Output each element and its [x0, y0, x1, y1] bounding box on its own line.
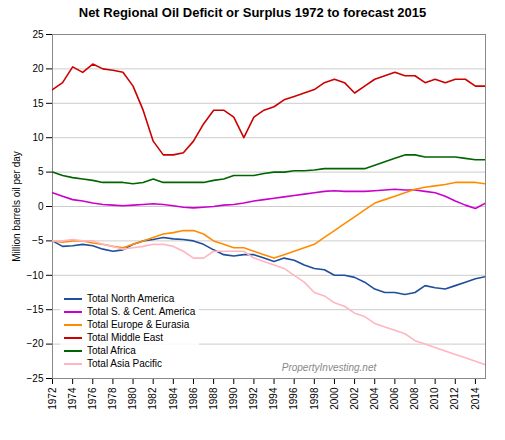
svg-text:1998: 1998 — [309, 387, 320, 410]
svg-text:2010: 2010 — [429, 387, 440, 410]
svg-text:1986: 1986 — [188, 387, 199, 410]
svg-text:−10: −10 — [27, 270, 44, 281]
html-text:Net Regional Oil Deficit or Su: Net Regional Oil Deficit or Surplus 1972… — [78, 5, 427, 20]
svg-text:2014: 2014 — [470, 387, 481, 410]
svg-text:1984: 1984 — [168, 387, 179, 410]
html-text:Total Middle East: Total Middle East — [87, 332, 164, 343]
svg-text:20: 20 — [32, 63, 44, 74]
svg-text:2002: 2002 — [349, 387, 360, 410]
svg-text:1980: 1980 — [127, 387, 138, 410]
svg-text:1978: 1978 — [107, 387, 118, 410]
svg-text:2012: 2012 — [449, 387, 460, 410]
svg-text:1972: 1972 — [47, 387, 58, 410]
svg-text:−15: −15 — [27, 304, 44, 315]
svg-text:25: 25 — [32, 29, 44, 40]
svg-text:−20: −20 — [27, 338, 44, 349]
svg-text:2000: 2000 — [329, 387, 340, 410]
svg-text:−5: −5 — [32, 235, 44, 246]
svg-text:1992: 1992 — [248, 387, 259, 410]
svg-text:1974: 1974 — [67, 387, 78, 410]
svg-text:10: 10 — [32, 132, 44, 143]
svg-text:5: 5 — [38, 166, 44, 177]
html-text:Total Europe & Eurasia: Total Europe & Eurasia — [87, 319, 190, 330]
svg-text:2006: 2006 — [389, 387, 400, 410]
svg-text:1994: 1994 — [268, 387, 279, 410]
svg-text:1988: 1988 — [208, 387, 219, 410]
svg-text:2004: 2004 — [369, 387, 380, 410]
svg-text:0: 0 — [38, 201, 44, 212]
svg-text:−25: −25 — [27, 373, 44, 384]
html-text:Total Africa: Total Africa — [87, 345, 136, 356]
html-text:Total North America: Total North America — [87, 293, 175, 304]
svg-text:15: 15 — [32, 98, 44, 109]
html-text:Total S. & Cent. America: Total S. & Cent. America — [87, 306, 196, 317]
svg-text:Million barrels oil per day: Million barrels oil per day — [11, 151, 22, 262]
svg-text:1982: 1982 — [147, 387, 158, 410]
svg-text:1996: 1996 — [288, 387, 299, 410]
svg-text:PropertyInvesting.net: PropertyInvesting.net — [282, 362, 378, 373]
svg-text:1976: 1976 — [87, 387, 98, 410]
svg-text:1990: 1990 — [228, 387, 239, 410]
svg-text:2008: 2008 — [409, 387, 420, 410]
html-text:Total Asia Pacific: Total Asia Pacific — [87, 358, 162, 369]
